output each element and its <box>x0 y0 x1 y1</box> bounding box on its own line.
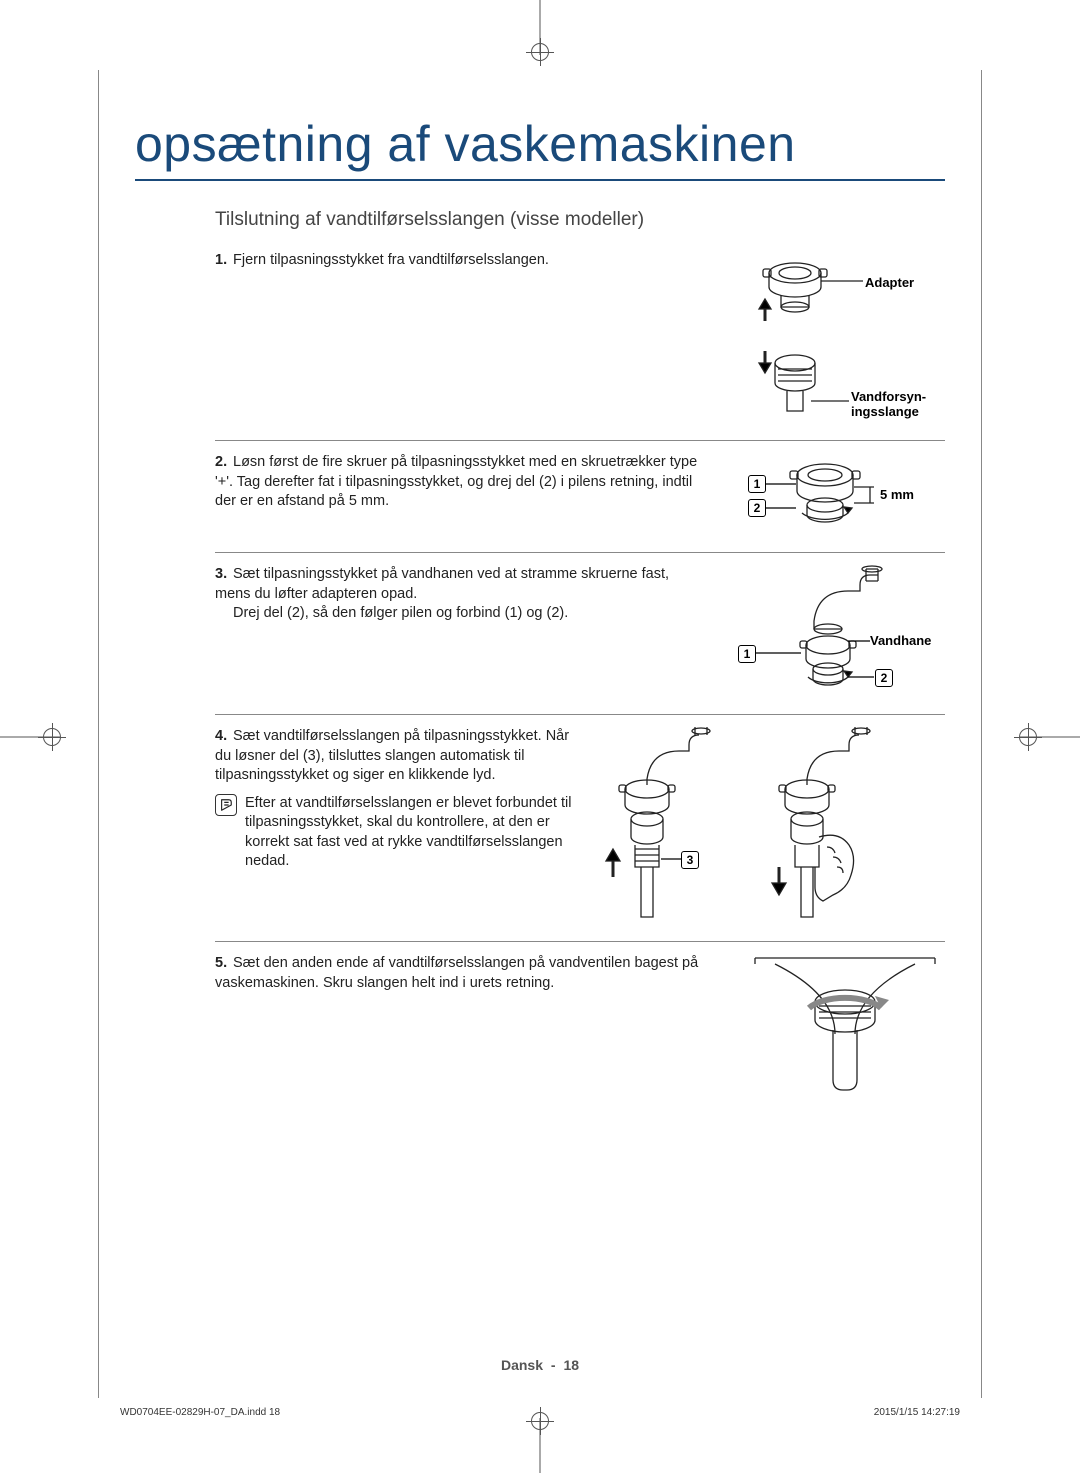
figure-tap-adapter: Vandhane 1 2 <box>720 565 945 700</box>
instruction-step: 3.Sæt tilpasningsstykket på vandhanen ve… <box>215 553 945 715</box>
callout-3: 3 <box>681 851 699 869</box>
trim-line <box>98 70 99 1398</box>
indd-timestamp: 2015/1/15 14:27:19 <box>874 1407 960 1418</box>
step-number: 4. <box>215 727 233 747</box>
print-metadata: WD0704EE-02829H-07_DA.indd 18 2015/1/15 … <box>120 1407 960 1418</box>
step-text: 4.Sæt vandtilførselsslangen på tilpasnin… <box>215 727 575 927</box>
step-number: 2. <box>215 453 233 473</box>
note-text: Efter at vandtilførselsslangen er blevet… <box>245 794 575 872</box>
callout-2: 2 <box>875 669 893 687</box>
step-number: 3. <box>215 565 233 585</box>
note: Efter at vandtilførselsslangen er blevet… <box>215 794 575 872</box>
step-number: 1. <box>215 251 233 271</box>
body-column: Tilslutning af vandtilførselsslangen (vi… <box>215 209 945 1108</box>
instruction-step: 5.Sæt den anden ende af vandtilførselssl… <box>215 942 945 1108</box>
page-footer: Dansk - 18 <box>0 1357 1080 1373</box>
content-area: opsætning af vaskemaskinen Tilslutning a… <box>135 115 945 1108</box>
step-text: 1.Fjern tilpasningsstykket fra vandtilfø… <box>215 251 701 426</box>
indd-filename: WD0704EE-02829H-07_DA.indd 18 <box>120 1407 280 1418</box>
registration-mark <box>1014 723 1042 751</box>
footer-language: Dansk <box>501 1357 543 1373</box>
step-number: 5. <box>215 954 233 974</box>
step-body-line2: Drej del (2), så den følger pilen og for… <box>215 604 706 624</box>
footer-sep: - <box>551 1357 556 1373</box>
callout-1: 1 <box>748 475 766 493</box>
footer-page-number: 18 <box>563 1357 579 1373</box>
step-body: Sæt vandtilførselsslangen på tilpasnings… <box>215 728 569 783</box>
trim-line <box>981 70 982 1398</box>
print-page: opsætning af vaskemaskinen Tilslutning a… <box>0 0 1080 1473</box>
label-supply-hose-1: Vandforsyn- <box>851 389 926 404</box>
step-body: Sæt tilpasningsstykket på vandhanen ved … <box>215 566 669 602</box>
instruction-step: 1.Fjern tilpasningsstykket fra vandtilfø… <box>215 239 945 441</box>
registration-mark <box>526 38 554 66</box>
callout-1: 1 <box>738 645 756 663</box>
step-text: 3.Sæt tilpasningsstykket på vandhanen ve… <box>215 565 706 700</box>
label-supply-hose-2: ingsslange <box>851 404 919 419</box>
instruction-step: 2.Løsn først de fire skruer på tilpasnin… <box>215 441 945 553</box>
step-body: Sæt den anden ende af vandtilførselsslan… <box>215 955 698 991</box>
label-5mm: 5 mm <box>880 487 914 502</box>
registration-mark <box>38 723 66 751</box>
label-adapter: Adapter <box>865 275 914 290</box>
step-text: 2.Løsn først de fire skruer på tilpasnin… <box>215 453 716 538</box>
label-tap: Vandhane <box>870 633 931 648</box>
callout-2: 2 <box>748 499 766 517</box>
figure-adapter-hose: Adapter Vandforsyn- ingsslange <box>715 251 945 426</box>
figure-loosen-screws: 1 2 5 mm <box>730 453 945 538</box>
section-heading: Tilslutning af vandtilførselsslangen (vi… <box>215 209 945 231</box>
figure-attach-hose: 3 <box>589 727 909 927</box>
page-title: opsætning af vaskemaskinen <box>135 115 945 181</box>
step-text: 5.Sæt den anden ende af vandtilførselssl… <box>215 954 731 1094</box>
step-body: Løsn først de fire skruer på tilpasnings… <box>215 454 697 509</box>
instruction-step: 4.Sæt vandtilførselsslangen på tilpasnin… <box>215 715 945 942</box>
step-body: Fjern tilpasningsstykket fra vandtilførs… <box>233 252 549 268</box>
note-icon <box>215 794 237 816</box>
figure-valve-connection <box>745 954 945 1094</box>
